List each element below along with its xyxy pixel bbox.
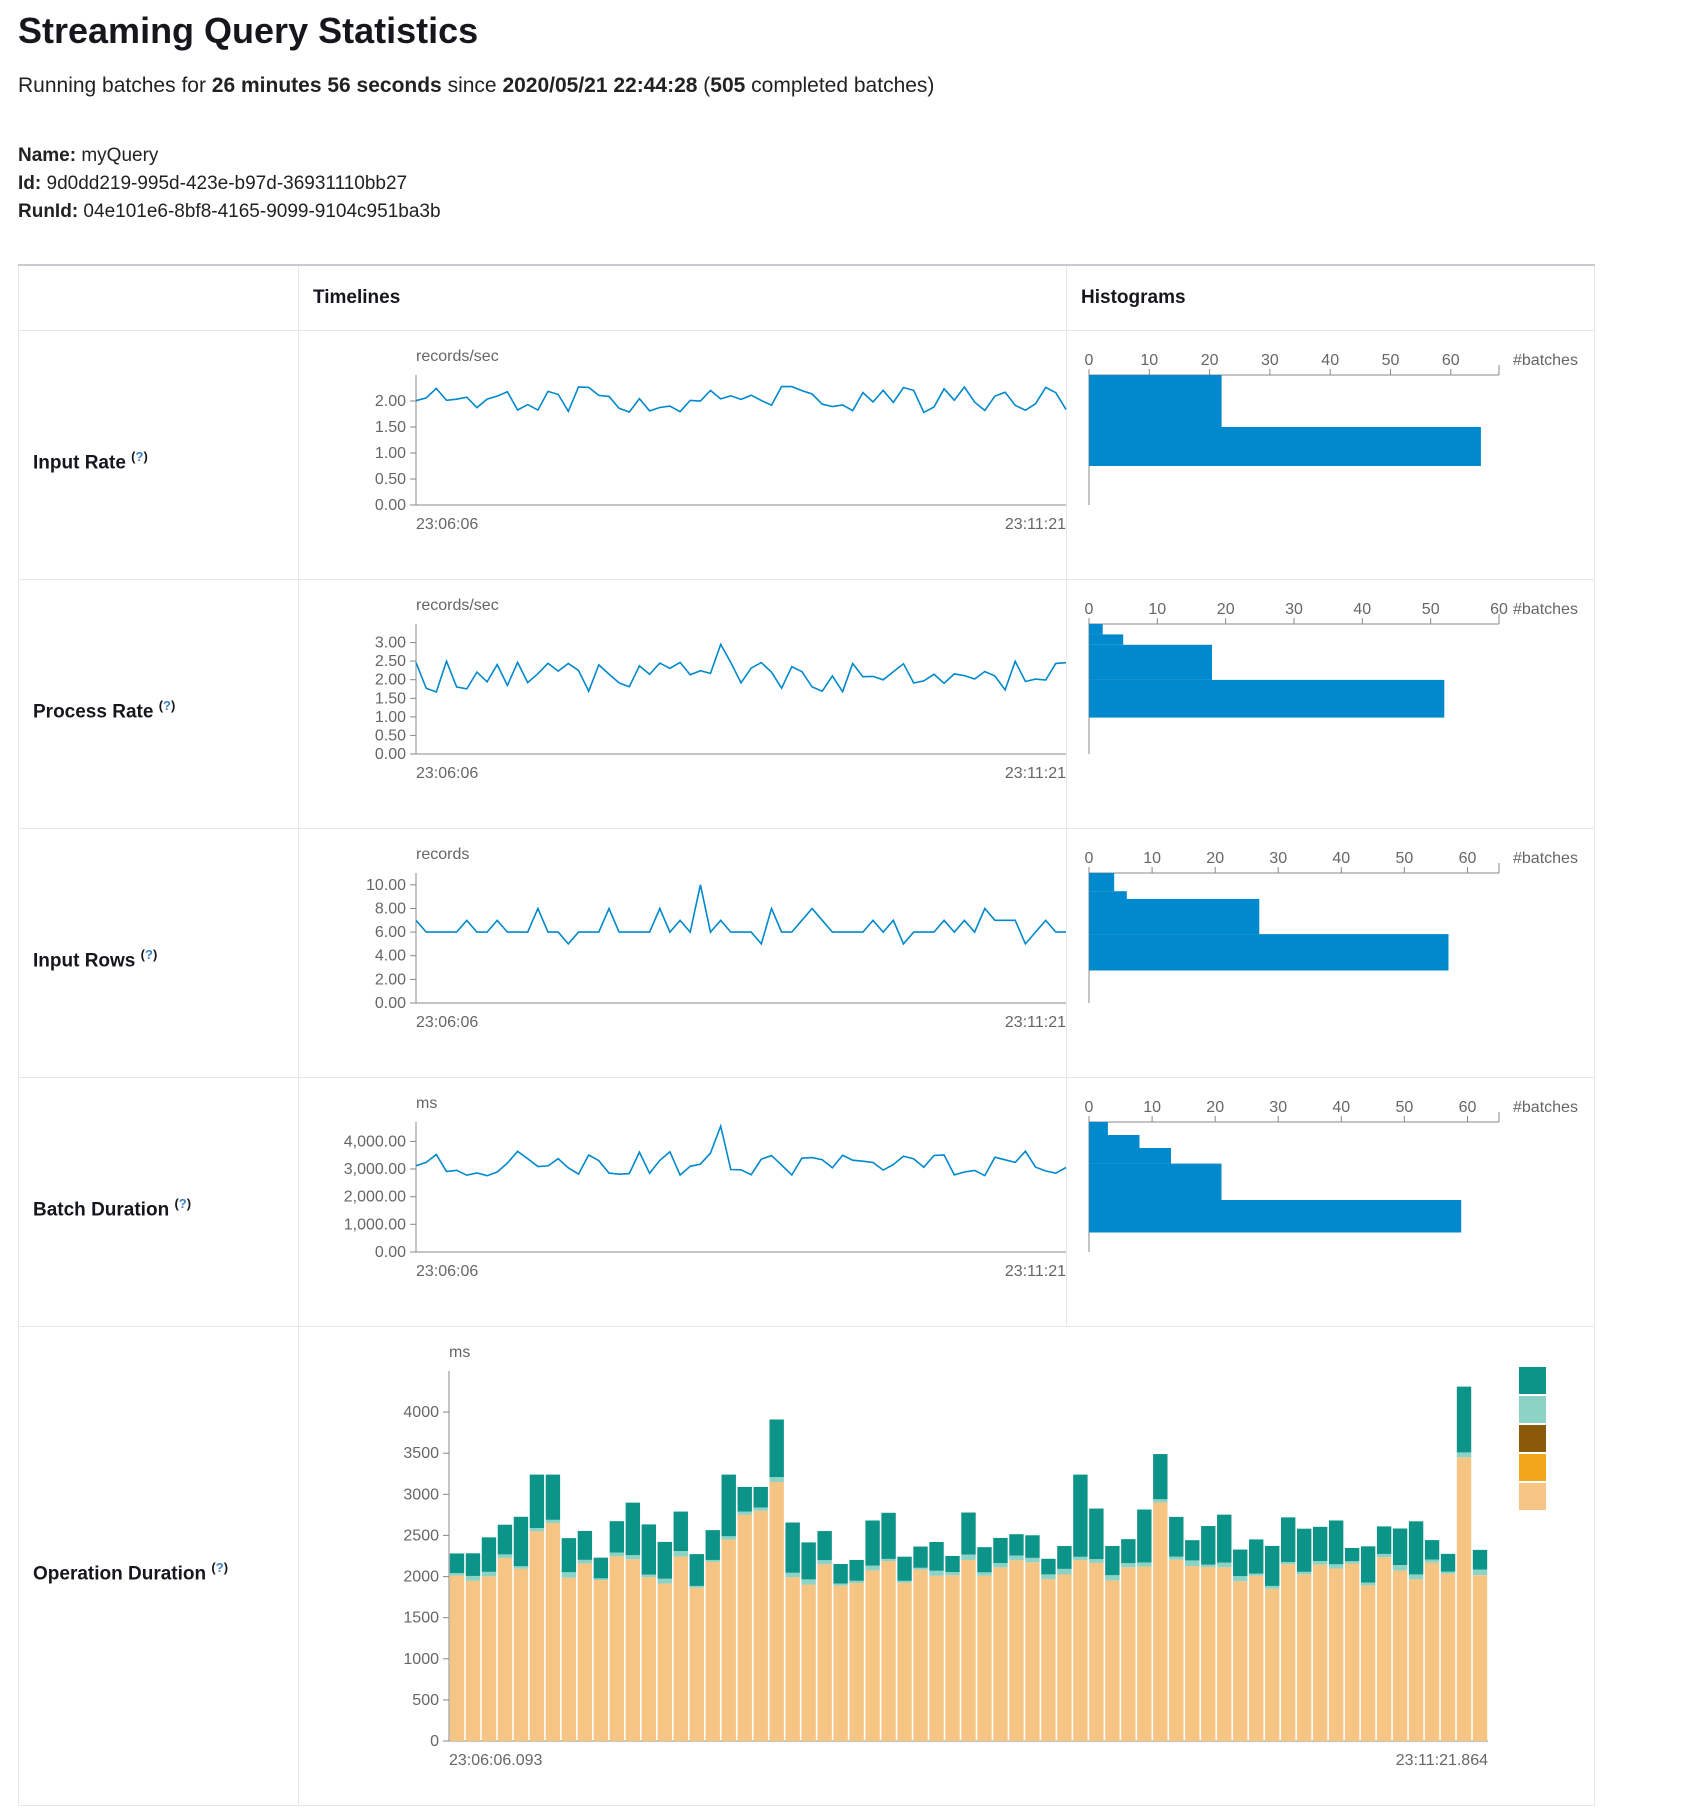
svg-text:3,000.00: 3,000.00 <box>344 1161 406 1178</box>
svg-text:#batches: #batches <box>1513 850 1578 867</box>
svg-text:20: 20 <box>1201 352 1219 369</box>
svg-text:2.50: 2.50 <box>375 653 406 670</box>
svg-text:10: 10 <box>1143 1099 1161 1116</box>
svg-text:23:06:06: 23:06:06 <box>416 1263 478 1280</box>
svg-text:50: 50 <box>1382 352 1400 369</box>
svg-text:8.00: 8.00 <box>375 901 406 918</box>
svg-text:0.00: 0.00 <box>375 1244 406 1261</box>
svg-text:30: 30 <box>1261 352 1279 369</box>
svg-text:23:11:21.864: 23:11:21.864 <box>1396 1752 1488 1769</box>
svg-text:records: records <box>416 846 469 863</box>
svg-text:50: 50 <box>1396 850 1414 867</box>
svg-text:0.50: 0.50 <box>375 727 406 744</box>
svg-text:1,000.00: 1,000.00 <box>344 1216 406 1233</box>
svg-text:2.00: 2.00 <box>375 971 406 988</box>
svg-text:23:11:21: 23:11:21 <box>1005 765 1066 782</box>
svg-text:1.00: 1.00 <box>375 445 406 462</box>
svg-text:#batches: #batches <box>1513 1099 1578 1116</box>
svg-text:ms: ms <box>449 1344 470 1361</box>
svg-text:3500: 3500 <box>403 1445 439 1462</box>
svg-text:50: 50 <box>1396 1099 1414 1116</box>
svg-text:40: 40 <box>1321 352 1339 369</box>
svg-text:23:06:06: 23:06:06 <box>416 765 478 782</box>
svg-text:2.00: 2.00 <box>375 393 406 410</box>
svg-text:4.00: 4.00 <box>375 948 406 965</box>
svg-text:20: 20 <box>1206 850 1224 867</box>
svg-text:23:06:06: 23:06:06 <box>416 1014 478 1031</box>
svg-text:0: 0 <box>1085 1099 1094 1116</box>
svg-text:1.50: 1.50 <box>375 419 406 436</box>
svg-text:10: 10 <box>1143 850 1161 867</box>
svg-text:60: 60 <box>1459 850 1477 867</box>
svg-text:30: 30 <box>1269 1099 1287 1116</box>
svg-text:0: 0 <box>1085 850 1094 867</box>
svg-text:40: 40 <box>1353 601 1371 618</box>
svg-text:0.00: 0.00 <box>375 746 406 763</box>
svg-text:1.50: 1.50 <box>375 690 406 707</box>
svg-text:0.00: 0.00 <box>375 497 406 514</box>
svg-text:50: 50 <box>1422 601 1440 618</box>
svg-text:2000: 2000 <box>403 1569 439 1586</box>
svg-text:6.00: 6.00 <box>375 924 406 941</box>
svg-text:10.00: 10.00 <box>366 877 406 894</box>
svg-text:3000: 3000 <box>403 1486 439 1503</box>
svg-text:23:11:21: 23:11:21 <box>1005 516 1066 533</box>
svg-text:0: 0 <box>1085 352 1094 369</box>
svg-text:60: 60 <box>1442 352 1460 369</box>
svg-text:60: 60 <box>1459 1099 1477 1116</box>
svg-text:records/sec: records/sec <box>416 348 499 365</box>
svg-text:23:11:21: 23:11:21 <box>1005 1014 1066 1031</box>
svg-text:0.00: 0.00 <box>375 995 406 1012</box>
svg-text:records/sec: records/sec <box>416 597 499 614</box>
svg-text:40: 40 <box>1332 1099 1350 1116</box>
svg-text:0: 0 <box>430 1733 439 1750</box>
svg-text:20: 20 <box>1206 1099 1224 1116</box>
svg-text:4,000.00: 4,000.00 <box>344 1133 406 1150</box>
svg-text:1.00: 1.00 <box>375 709 406 726</box>
svg-text:3.00: 3.00 <box>375 635 406 652</box>
svg-text:0: 0 <box>1085 601 1094 618</box>
svg-text:#batches: #batches <box>1513 352 1578 369</box>
svg-text:23:11:21: 23:11:21 <box>1005 1263 1066 1280</box>
svg-text:1000: 1000 <box>403 1651 439 1668</box>
svg-text:30: 30 <box>1269 850 1287 867</box>
svg-text:4000: 4000 <box>403 1404 439 1421</box>
svg-text:2500: 2500 <box>403 1527 439 1544</box>
svg-text:10: 10 <box>1148 601 1166 618</box>
svg-text:0.50: 0.50 <box>375 471 406 488</box>
svg-text:30: 30 <box>1285 601 1303 618</box>
svg-text:2,000.00: 2,000.00 <box>344 1189 406 1206</box>
svg-text:#batches: #batches <box>1513 601 1578 618</box>
svg-text:23:06:06: 23:06:06 <box>416 516 478 533</box>
svg-text:ms: ms <box>416 1095 437 1112</box>
svg-text:2.00: 2.00 <box>375 672 406 689</box>
svg-text:500: 500 <box>412 1692 439 1709</box>
svg-text:10: 10 <box>1140 352 1158 369</box>
svg-text:1500: 1500 <box>403 1610 439 1627</box>
svg-text:20: 20 <box>1217 601 1235 618</box>
svg-text:23:06:06.093: 23:06:06.093 <box>449 1752 543 1769</box>
svg-text:40: 40 <box>1332 850 1350 867</box>
